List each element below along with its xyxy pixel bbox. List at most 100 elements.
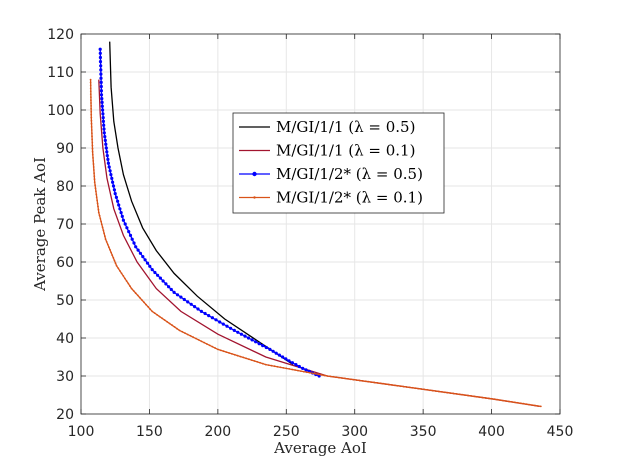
series-marker bbox=[326, 375, 329, 377]
series-marker bbox=[435, 390, 437, 392]
series-marker bbox=[100, 97, 104, 101]
series-marker bbox=[124, 277, 126, 280]
series-marker bbox=[97, 211, 100, 214]
series-marker bbox=[284, 357, 288, 361]
series-marker bbox=[352, 378, 355, 381]
series-marker bbox=[236, 354, 239, 357]
series-marker bbox=[233, 353, 236, 356]
series-marker bbox=[228, 352, 231, 354]
series-marker bbox=[262, 362, 264, 365]
series-marker bbox=[376, 382, 379, 384]
series-marker bbox=[110, 176, 114, 180]
series-marker bbox=[167, 285, 171, 289]
series-marker bbox=[508, 400, 510, 403]
series-marker bbox=[101, 119, 105, 123]
series-marker bbox=[311, 372, 314, 375]
series-marker bbox=[100, 104, 104, 108]
series-marker bbox=[243, 334, 247, 338]
series-marker bbox=[197, 339, 200, 341]
series-marker bbox=[344, 377, 346, 380]
series-marker bbox=[385, 383, 387, 385]
series-marker bbox=[470, 395, 472, 397]
legend-item: M/GI/1/2* (λ = 0.1) bbox=[239, 189, 423, 207]
series-marker bbox=[452, 392, 455, 395]
series-marker bbox=[261, 344, 265, 348]
series-marker bbox=[332, 375, 335, 378]
series-marker bbox=[90, 119, 93, 122]
series-marker bbox=[98, 51, 102, 55]
series-marker bbox=[449, 392, 452, 394]
series-marker bbox=[163, 319, 166, 321]
series-marker bbox=[91, 141, 94, 144]
series-marker bbox=[531, 404, 533, 406]
legend-item: M/GI/1/1 (λ = 0.1) bbox=[239, 142, 415, 160]
series-marker bbox=[153, 312, 156, 314]
series-marker bbox=[229, 326, 233, 330]
series-marker bbox=[101, 226, 104, 229]
series-marker bbox=[149, 308, 152, 310]
series-marker bbox=[91, 147, 94, 150]
y-axis-title: Average Peak AoI bbox=[31, 157, 49, 292]
series-marker bbox=[341, 377, 343, 379]
series-marker bbox=[112, 188, 116, 192]
series-marker bbox=[370, 381, 373, 383]
series-marker bbox=[219, 349, 222, 352]
series-marker bbox=[93, 181, 96, 184]
x-tick-label: 100 bbox=[68, 424, 95, 440]
series-marker bbox=[109, 173, 113, 177]
series-marker bbox=[119, 270, 121, 272]
series-marker bbox=[120, 272, 123, 275]
series-marker bbox=[148, 264, 152, 268]
x-tick-label: 250 bbox=[273, 424, 300, 440]
series-marker bbox=[161, 317, 164, 320]
series-marker bbox=[271, 349, 275, 353]
series-marker bbox=[89, 84, 92, 87]
series-marker bbox=[92, 163, 95, 165]
legend-marker bbox=[252, 171, 257, 177]
series-marker bbox=[481, 396, 484, 399]
series-marker bbox=[156, 273, 160, 277]
series-marker bbox=[129, 285, 131, 287]
series-marker bbox=[136, 248, 140, 252]
series-marker bbox=[143, 258, 147, 262]
series-marker bbox=[166, 320, 169, 323]
series-marker bbox=[105, 154, 109, 158]
series-marker bbox=[423, 388, 425, 391]
series-marker bbox=[130, 287, 133, 290]
series-marker bbox=[305, 371, 308, 374]
series-marker bbox=[93, 178, 96, 181]
series-marker bbox=[145, 303, 147, 306]
legend: M/GI/1/1 (λ = 0.5) M/GI/1/1 (λ = 0.1) M/GI… bbox=[232, 112, 445, 214]
series-marker bbox=[420, 388, 423, 390]
series-marker bbox=[335, 376, 337, 379]
series-line bbox=[109, 41, 294, 366]
x-tick-label: 350 bbox=[410, 424, 437, 440]
series-marker bbox=[98, 55, 102, 60]
series-marker bbox=[493, 398, 496, 401]
series-marker bbox=[99, 76, 103, 80]
legend-label: M/GI/1/1 (λ = 0.5) bbox=[276, 118, 415, 136]
series-marker bbox=[222, 350, 225, 353]
series-marker bbox=[96, 199, 98, 202]
legend-label: M/GI/1/2* (λ = 0.5) bbox=[276, 165, 423, 183]
series-marker bbox=[90, 99, 92, 101]
series-marker bbox=[236, 330, 240, 334]
series-marker bbox=[499, 399, 502, 401]
series-marker bbox=[467, 394, 469, 397]
series-marker bbox=[100, 220, 102, 223]
series-marker bbox=[484, 397, 487, 399]
series-marker bbox=[217, 348, 219, 351]
series-marker bbox=[239, 355, 242, 358]
series-marker bbox=[388, 383, 390, 386]
series-marker bbox=[161, 279, 165, 283]
series-marker bbox=[287, 359, 291, 363]
series-marker bbox=[173, 326, 176, 328]
series-marker bbox=[184, 332, 186, 334]
series-marker bbox=[141, 299, 143, 301]
series-marker bbox=[502, 399, 505, 402]
series-marker bbox=[245, 357, 247, 360]
series-marker bbox=[113, 259, 116, 262]
series-marker bbox=[118, 207, 122, 211]
series-marker bbox=[285, 367, 288, 370]
